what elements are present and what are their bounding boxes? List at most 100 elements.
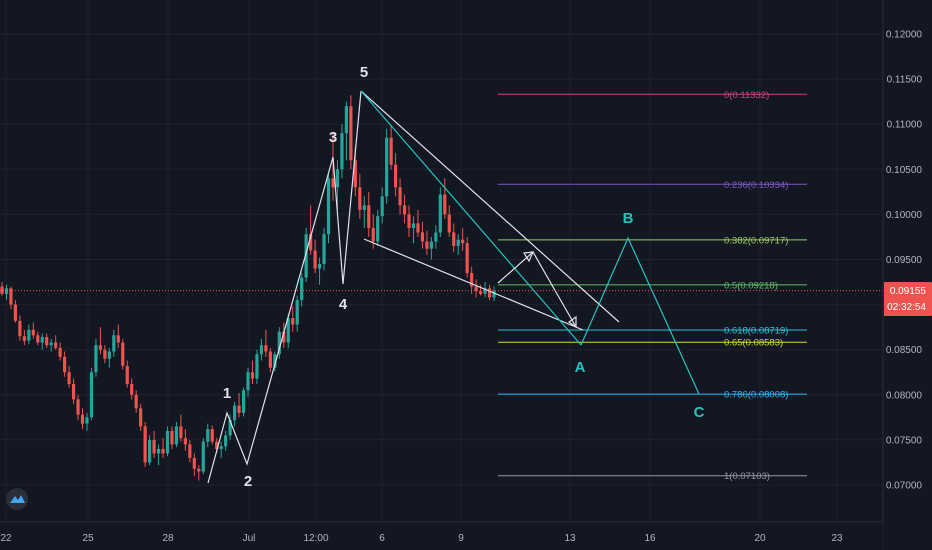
candle-body [210, 429, 214, 442]
y-tick-label: 0.12000 [886, 30, 923, 41]
candle-body [300, 277, 304, 301]
candle-body [335, 169, 340, 188]
wave-label-1: 1 [223, 385, 231, 402]
candle-body [125, 365, 129, 384]
candle-body [416, 223, 420, 233]
candle-body [76, 399, 80, 415]
candle-body [349, 106, 353, 161]
candle-body [478, 291, 483, 294]
candle-body [0, 286, 4, 294]
candle-body [483, 288, 487, 294]
candle-body [309, 234, 313, 251]
candle-body [259, 345, 264, 355]
tradingview-logo-icon[interactable] [6, 488, 28, 510]
candle-body [317, 264, 322, 269]
candle-body [326, 178, 331, 235]
candle-body [192, 457, 196, 469]
candle-body [273, 354, 277, 368]
wave-label-b: B [623, 210, 634, 227]
candle-body [197, 468, 201, 472]
candle-body [94, 345, 98, 373]
candle-body [40, 337, 44, 343]
candle-body [313, 250, 317, 269]
candle-body [130, 383, 134, 395]
candle-body [434, 232, 438, 242]
price-tag-value: 0.09155 [890, 286, 927, 297]
candle-body [215, 441, 219, 449]
fib-level-label: 1(0.07103) [724, 471, 770, 482]
candle-body [228, 420, 232, 436]
candle-body [224, 435, 228, 447]
candle-body [487, 288, 492, 298]
candle-body [165, 430, 170, 454]
candle-body [331, 178, 335, 188]
candle-body [206, 429, 210, 442]
candle-body [443, 194, 447, 215]
candle-body [112, 335, 116, 352]
candle-body [398, 187, 402, 206]
candle-body [107, 351, 111, 359]
candle-body [36, 335, 40, 343]
candle-body [474, 286, 478, 292]
candle-body [71, 383, 76, 400]
candle-body [161, 448, 165, 454]
wave-drawings[interactable] [207, 90, 700, 484]
fib-level-label: 0.618(0.08719) [724, 325, 788, 336]
candle-body [179, 426, 183, 439]
candle-body [80, 414, 85, 424]
x-tick-label: 13 [564, 533, 576, 544]
price-tag: 0.09155 02:32:54 [884, 282, 932, 316]
wave-a-line[interactable] [360, 90, 582, 346]
price-axis-panel[interactable] [883, 0, 932, 550]
wedge-upper-trendline[interactable] [360, 90, 620, 323]
candle-body [174, 426, 179, 445]
candle-body [389, 137, 393, 165]
candle-body [170, 430, 174, 445]
candle-body [98, 345, 102, 350]
candle-body [322, 234, 326, 265]
candle-body [237, 405, 241, 413]
candle-body [58, 347, 62, 357]
x-tick-label: Jul [243, 533, 256, 544]
fibonacci-retracement[interactable]: 0(0.11332) 0.236(0.10334) 0.382(0.09717) 0.… [498, 90, 807, 482]
x-tick-label: 25 [82, 533, 94, 544]
wave-bc-path[interactable] [580, 236, 700, 395]
candle-body [344, 106, 348, 134]
candle-body [470, 273, 474, 287]
y-tick-label: 0.11000 [887, 120, 923, 131]
candle-body [201, 441, 205, 472]
x-tick-label: 12:00 [303, 533, 328, 544]
candle-body [116, 335, 120, 343]
candle-body [456, 239, 460, 246]
wedge-lower-trendline[interactable] [363, 238, 584, 331]
candle-body [420, 232, 425, 242]
candle-body [461, 239, 465, 244]
price-tag-box [884, 282, 932, 316]
candle-body [429, 241, 433, 249]
time-axis-panel[interactable] [0, 522, 883, 550]
candle-body [264, 345, 268, 352]
fib-level-label: 0.786(0.08008) [724, 390, 788, 401]
candle-body [148, 439, 152, 463]
candle-body [67, 372, 71, 384]
candle-body [452, 232, 456, 246]
candle-body [103, 349, 107, 359]
candle-body [295, 300, 299, 325]
wave-label-4: 4 [339, 296, 348, 313]
candle-body [183, 438, 187, 445]
candle-body [291, 318, 295, 325]
candle-body [139, 408, 143, 427]
candle-body [45, 337, 49, 346]
impulse-wave-path[interactable] [207, 90, 362, 484]
candle-body [152, 439, 156, 454]
x-tick-label: 20 [754, 533, 766, 544]
fib-level-label: 0.382(0.09717) [724, 235, 788, 246]
candle-body [9, 288, 13, 305]
candle-body [340, 133, 344, 170]
candle-body [362, 205, 366, 210]
wave-label-a: A [575, 359, 586, 376]
candle-body [353, 160, 357, 188]
